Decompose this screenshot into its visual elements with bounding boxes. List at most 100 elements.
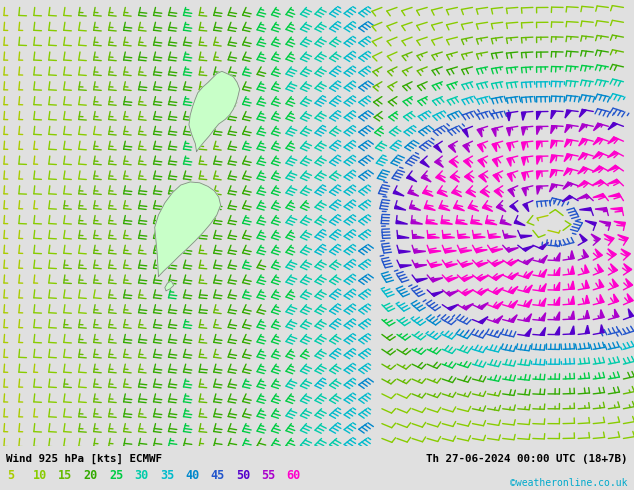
Polygon shape	[463, 129, 469, 137]
Polygon shape	[496, 205, 506, 212]
Polygon shape	[524, 299, 532, 307]
Polygon shape	[609, 194, 621, 196]
Polygon shape	[471, 220, 482, 224]
Polygon shape	[435, 160, 443, 168]
Polygon shape	[411, 220, 423, 224]
Polygon shape	[520, 235, 532, 238]
Polygon shape	[189, 72, 240, 151]
Polygon shape	[507, 173, 512, 182]
Polygon shape	[570, 326, 574, 334]
Polygon shape	[410, 205, 421, 210]
Polygon shape	[398, 250, 410, 253]
Polygon shape	[579, 208, 592, 211]
Text: 50: 50	[236, 469, 250, 482]
Polygon shape	[434, 145, 442, 152]
Polygon shape	[509, 300, 517, 308]
Polygon shape	[592, 166, 603, 172]
Polygon shape	[579, 109, 586, 117]
Polygon shape	[522, 157, 526, 166]
Polygon shape	[436, 175, 445, 182]
Polygon shape	[477, 128, 482, 137]
Polygon shape	[479, 317, 488, 323]
Polygon shape	[492, 143, 496, 152]
Polygon shape	[555, 326, 560, 335]
Polygon shape	[478, 289, 489, 295]
Polygon shape	[599, 221, 611, 225]
Polygon shape	[493, 173, 500, 182]
Polygon shape	[555, 282, 560, 290]
Polygon shape	[477, 144, 483, 152]
Polygon shape	[525, 328, 531, 336]
Polygon shape	[415, 278, 427, 282]
Polygon shape	[564, 168, 571, 176]
Polygon shape	[398, 235, 409, 239]
Polygon shape	[555, 268, 560, 275]
Polygon shape	[493, 274, 503, 280]
Text: Th 27-06-2024 00:00 UTC (18+7B): Th 27-06-2024 00:00 UTC (18+7B)	[426, 454, 628, 464]
Polygon shape	[570, 281, 574, 289]
Polygon shape	[509, 286, 518, 294]
Polygon shape	[431, 278, 443, 282]
Polygon shape	[608, 137, 618, 144]
Polygon shape	[577, 181, 588, 187]
Polygon shape	[536, 171, 541, 179]
Polygon shape	[462, 276, 474, 281]
Polygon shape	[463, 303, 474, 310]
Polygon shape	[593, 138, 602, 145]
Polygon shape	[456, 220, 467, 224]
Polygon shape	[607, 151, 618, 158]
Polygon shape	[579, 139, 586, 146]
Polygon shape	[608, 122, 617, 130]
Polygon shape	[593, 152, 602, 159]
Polygon shape	[600, 324, 604, 333]
Polygon shape	[514, 220, 525, 225]
Polygon shape	[474, 235, 485, 238]
Polygon shape	[555, 312, 560, 320]
Text: 45: 45	[210, 469, 224, 482]
Polygon shape	[626, 279, 633, 287]
Polygon shape	[489, 235, 501, 238]
Polygon shape	[481, 190, 489, 197]
Polygon shape	[600, 310, 604, 318]
Text: 35: 35	[160, 469, 174, 482]
Polygon shape	[477, 275, 489, 281]
Polygon shape	[507, 113, 511, 121]
Polygon shape	[507, 158, 511, 166]
Polygon shape	[540, 255, 547, 263]
Polygon shape	[393, 191, 404, 196]
Polygon shape	[570, 296, 574, 304]
Polygon shape	[570, 250, 574, 259]
Polygon shape	[577, 194, 589, 199]
Polygon shape	[408, 191, 418, 196]
Polygon shape	[524, 258, 534, 265]
Polygon shape	[598, 264, 603, 272]
Polygon shape	[462, 290, 474, 295]
Polygon shape	[522, 112, 526, 121]
Polygon shape	[585, 280, 589, 289]
Polygon shape	[504, 235, 516, 238]
Polygon shape	[463, 144, 469, 152]
Polygon shape	[446, 277, 458, 282]
Polygon shape	[550, 184, 556, 192]
Polygon shape	[429, 250, 441, 253]
Polygon shape	[611, 264, 618, 272]
Polygon shape	[508, 260, 519, 266]
Polygon shape	[396, 220, 408, 224]
Polygon shape	[452, 190, 462, 196]
Polygon shape	[593, 123, 602, 131]
Polygon shape	[413, 235, 424, 238]
Polygon shape	[540, 313, 546, 320]
Polygon shape	[476, 262, 488, 267]
Polygon shape	[536, 126, 541, 135]
Polygon shape	[591, 234, 600, 241]
Polygon shape	[540, 327, 545, 335]
Polygon shape	[550, 170, 556, 178]
Polygon shape	[454, 205, 465, 211]
Polygon shape	[540, 269, 547, 277]
Text: 10: 10	[33, 469, 47, 482]
Polygon shape	[600, 294, 604, 303]
Polygon shape	[428, 235, 439, 238]
Text: 20: 20	[84, 469, 98, 482]
Polygon shape	[564, 154, 571, 162]
Polygon shape	[522, 188, 526, 196]
